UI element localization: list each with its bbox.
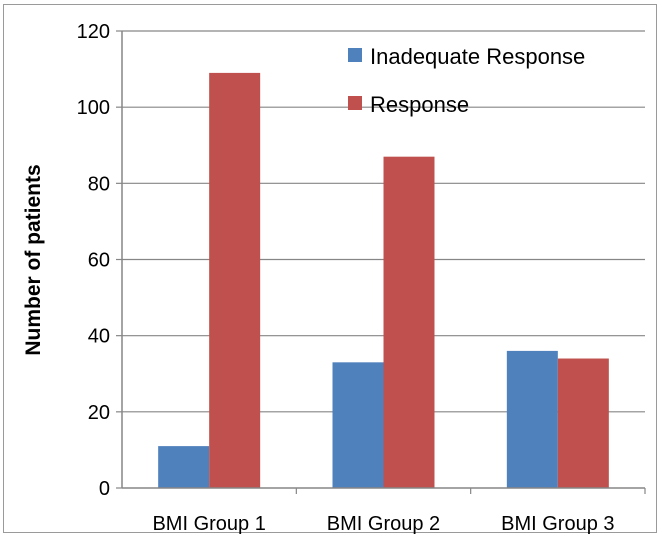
bar-response-2 xyxy=(383,156,435,489)
bar-inadequate-response-1 xyxy=(158,446,210,488)
bar-response-3 xyxy=(557,358,609,488)
bar-inadequate-response-3 xyxy=(506,350,558,488)
axes xyxy=(121,31,645,489)
legend-label: Inadequate Response xyxy=(370,44,585,69)
bar-response-1 xyxy=(209,72,261,489)
x-tick-label: BMI Group 2 xyxy=(327,513,440,535)
x-tick-label: BMI Group 1 xyxy=(152,513,265,535)
legend-swatch xyxy=(348,48,362,62)
x-tick-label: BMI Group 3 xyxy=(501,513,614,535)
y-tick-label: 40 xyxy=(88,326,110,348)
x-tick-labels: BMI Group 1 BMI Group 2 BMI Group 3 xyxy=(152,513,614,535)
y-tick-label: 20 xyxy=(88,402,110,424)
legend-label: Response xyxy=(370,92,469,117)
y-tick-label: 80 xyxy=(88,173,110,195)
y-tick-labels: 0 20 40 60 80 100 120 xyxy=(77,21,110,500)
y-tick-label: 60 xyxy=(88,250,110,272)
legend: Inadequate Response Response xyxy=(348,44,585,117)
bar-inadequate-response-2 xyxy=(332,362,384,488)
bars xyxy=(158,72,609,489)
y-tick-label: 0 xyxy=(99,478,110,500)
y-tick-label: 120 xyxy=(77,21,110,43)
y-tick-label: 100 xyxy=(77,97,110,119)
legend-swatch xyxy=(348,96,362,110)
y-axis-title: Number of patients xyxy=(22,164,45,355)
